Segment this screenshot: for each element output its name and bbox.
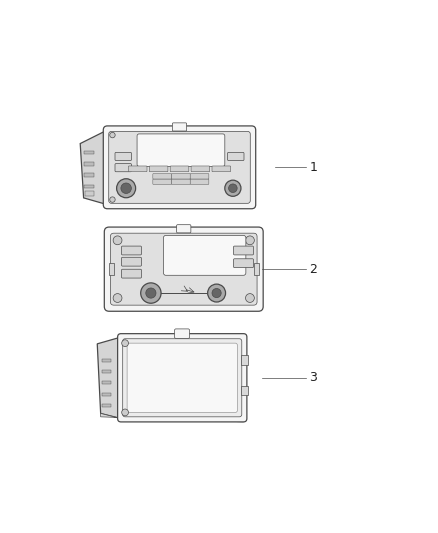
FancyBboxPatch shape bbox=[212, 166, 231, 172]
FancyBboxPatch shape bbox=[163, 236, 246, 275]
Bar bbox=[84, 151, 95, 155]
Circle shape bbox=[113, 236, 122, 245]
FancyBboxPatch shape bbox=[172, 179, 190, 184]
FancyBboxPatch shape bbox=[115, 152, 131, 160]
FancyBboxPatch shape bbox=[109, 131, 250, 203]
FancyBboxPatch shape bbox=[123, 339, 242, 417]
FancyBboxPatch shape bbox=[191, 166, 210, 172]
FancyBboxPatch shape bbox=[153, 179, 172, 184]
Bar bbox=[254, 263, 259, 275]
FancyBboxPatch shape bbox=[173, 123, 187, 131]
Bar bbox=[102, 381, 111, 384]
FancyBboxPatch shape bbox=[137, 134, 225, 166]
FancyBboxPatch shape bbox=[190, 174, 209, 179]
Bar bbox=[85, 191, 94, 196]
Circle shape bbox=[122, 409, 128, 416]
FancyBboxPatch shape bbox=[170, 166, 189, 172]
FancyBboxPatch shape bbox=[172, 174, 190, 179]
FancyBboxPatch shape bbox=[233, 246, 254, 255]
Bar bbox=[241, 356, 247, 365]
FancyBboxPatch shape bbox=[128, 166, 147, 172]
FancyBboxPatch shape bbox=[190, 179, 209, 184]
Circle shape bbox=[212, 288, 221, 297]
Bar bbox=[109, 263, 114, 275]
Bar bbox=[102, 404, 111, 407]
Circle shape bbox=[246, 294, 254, 302]
Text: 3: 3 bbox=[309, 372, 317, 384]
FancyBboxPatch shape bbox=[121, 257, 141, 266]
Circle shape bbox=[110, 132, 115, 138]
FancyBboxPatch shape bbox=[149, 166, 168, 172]
Bar bbox=[84, 184, 95, 188]
FancyBboxPatch shape bbox=[104, 227, 263, 311]
FancyBboxPatch shape bbox=[121, 246, 141, 255]
FancyBboxPatch shape bbox=[177, 225, 191, 233]
Bar bbox=[84, 162, 95, 166]
Bar bbox=[241, 385, 247, 395]
Circle shape bbox=[117, 179, 136, 198]
FancyBboxPatch shape bbox=[121, 269, 141, 278]
Circle shape bbox=[246, 236, 254, 245]
FancyBboxPatch shape bbox=[175, 329, 190, 338]
Circle shape bbox=[225, 180, 241, 196]
Bar bbox=[102, 359, 111, 361]
Bar bbox=[102, 370, 111, 373]
FancyBboxPatch shape bbox=[118, 334, 247, 422]
Polygon shape bbox=[101, 414, 244, 422]
Circle shape bbox=[113, 294, 122, 302]
Text: 2: 2 bbox=[309, 263, 317, 276]
FancyBboxPatch shape bbox=[153, 174, 172, 179]
FancyBboxPatch shape bbox=[103, 126, 256, 209]
FancyBboxPatch shape bbox=[127, 343, 237, 413]
FancyBboxPatch shape bbox=[227, 152, 244, 160]
Circle shape bbox=[146, 288, 156, 298]
Circle shape bbox=[208, 284, 226, 302]
Circle shape bbox=[122, 340, 128, 346]
Polygon shape bbox=[80, 130, 107, 205]
Bar bbox=[84, 173, 95, 177]
FancyBboxPatch shape bbox=[233, 259, 254, 268]
Circle shape bbox=[110, 197, 115, 203]
Text: 1: 1 bbox=[309, 161, 317, 174]
FancyBboxPatch shape bbox=[110, 233, 257, 305]
Circle shape bbox=[141, 283, 161, 303]
Circle shape bbox=[229, 184, 237, 192]
FancyBboxPatch shape bbox=[115, 164, 131, 172]
Circle shape bbox=[121, 183, 131, 193]
Polygon shape bbox=[97, 337, 121, 418]
Bar bbox=[102, 393, 111, 396]
